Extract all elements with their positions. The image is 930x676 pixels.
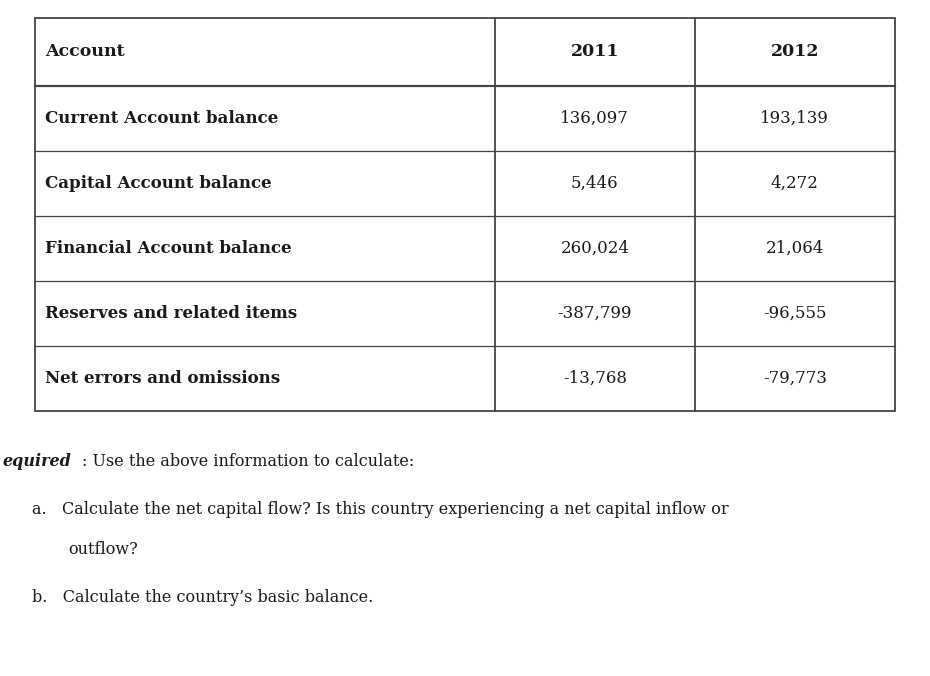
Text: 2012: 2012	[771, 43, 819, 60]
Text: -96,555: -96,555	[763, 305, 827, 322]
Text: equired: equired	[2, 453, 71, 470]
Text: outflow?: outflow?	[68, 541, 138, 558]
Text: 260,024: 260,024	[561, 240, 630, 257]
Text: Financial Account balance: Financial Account balance	[45, 240, 292, 257]
Text: : Use the above information to calculate:: : Use the above information to calculate…	[82, 453, 414, 470]
Text: -387,799: -387,799	[558, 305, 632, 322]
Text: Reserves and related items: Reserves and related items	[45, 305, 297, 322]
Text: -13,768: -13,768	[563, 370, 627, 387]
Text: 4,272: 4,272	[771, 175, 818, 192]
Text: Net errors and omissions: Net errors and omissions	[45, 370, 280, 387]
Text: b.   Calculate the country’s basic balance.: b. Calculate the country’s basic balance…	[32, 589, 373, 606]
Text: Current Account balance: Current Account balance	[45, 110, 278, 127]
Text: 21,064: 21,064	[765, 240, 824, 257]
Text: Capital Account balance: Capital Account balance	[45, 175, 272, 192]
Text: a.   Calculate the net capital flow? Is this country experiencing a net capital : a. Calculate the net capital flow? Is th…	[32, 501, 728, 518]
Text: Account: Account	[45, 43, 125, 60]
Text: 193,139: 193,139	[761, 110, 830, 127]
Text: 2011: 2011	[571, 43, 619, 60]
Bar	[35, 18, 895, 411]
Text: -79,773: -79,773	[763, 370, 827, 387]
Text: 5,446: 5,446	[571, 175, 618, 192]
Text: 136,097: 136,097	[561, 110, 630, 127]
